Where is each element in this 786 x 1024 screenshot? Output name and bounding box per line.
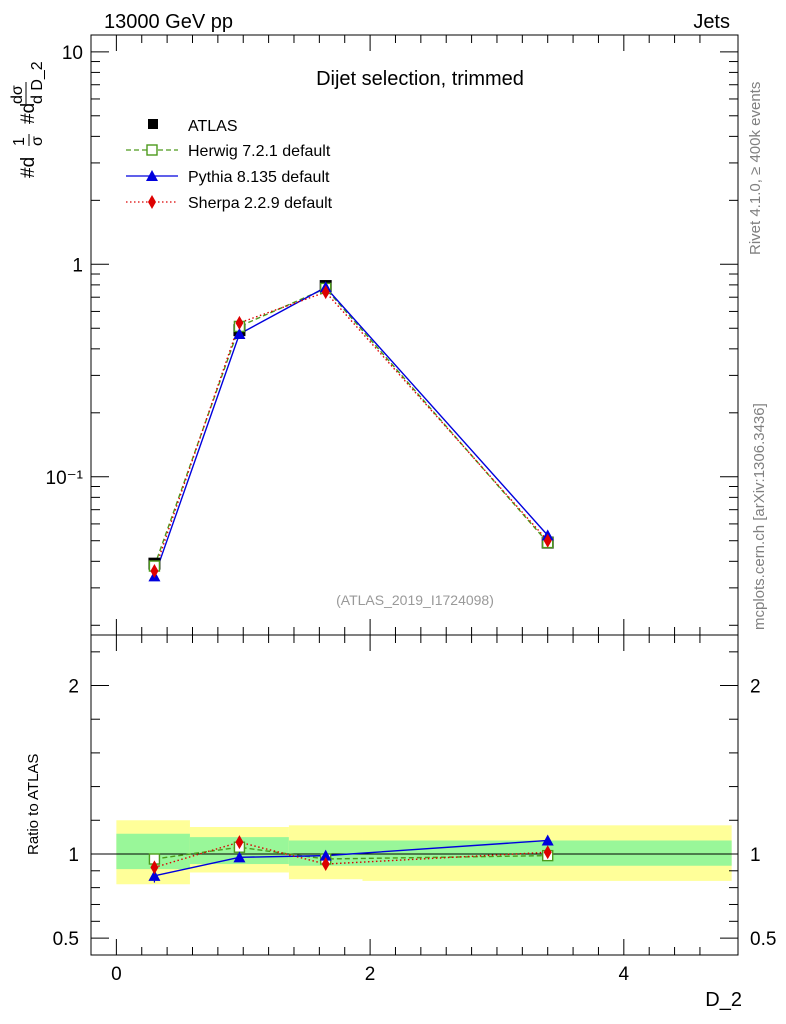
collision-label: 13000 GeV pp <box>104 11 233 33</box>
main-line-pythia <box>153 286 549 577</box>
legend-label-herwig: Herwig 7.2.1 default <box>188 143 331 160</box>
ratio-point-sherpa <box>321 857 330 872</box>
main-point-pythia <box>233 327 246 339</box>
x-tick-label: 4 <box>619 964 630 985</box>
ratio-point-sherpa <box>543 845 552 860</box>
legend-marker-pythia <box>146 170 158 181</box>
ratio-panel: 0.5 0.5 1 1 2 2 0 2 4 Ratio to ATLAS D_2 <box>25 634 777 1011</box>
ratio-point-sherpa <box>150 860 159 875</box>
legend-entry-atlas: ATLAS <box>148 118 238 135</box>
main-tick-labels: 10 1 10⁻¹ <box>46 43 84 489</box>
main-line-herwig <box>153 287 549 567</box>
main-series <box>148 280 554 582</box>
ratio-tick-labels: 0.5 0.5 1 1 2 2 0 2 4 <box>53 677 777 985</box>
legend-entry-herwig: Herwig 7.2.1 default <box>126 143 331 160</box>
svg-text:σ: σ <box>29 136 46 146</box>
legend-entry-pythia: Pythia 8.135 default <box>126 169 330 186</box>
main-y-tick-label: 10⁻¹ <box>46 468 84 489</box>
chart-title: Dijet selection, trimmed <box>316 68 524 90</box>
ratio-point-pythia <box>541 834 554 846</box>
ratio-point-pythia <box>233 851 246 863</box>
main-y-tick-label: 10 <box>62 43 83 64</box>
ratio-y-tick-label: 1 <box>68 845 79 866</box>
ratio-series <box>148 834 554 883</box>
x-tick-label: 2 <box>365 964 376 985</box>
legend-entry-sherpa: Sherpa 2.2.9 default <box>126 195 333 212</box>
main-panel: 10 1 10⁻¹ Dijet selection, trimmed (ATLAS_… <box>46 34 739 636</box>
ratio-point-sherpa <box>235 835 244 850</box>
legend-marker-atlas <box>148 119 158 129</box>
ratio-y-tick-label: 2 <box>750 677 761 698</box>
legend-label-pythia: Pythia 8.135 default <box>188 169 330 186</box>
mcplots-label: mcplots.cern.ch [arXiv:1306.3436] <box>751 403 768 630</box>
analysis-tag: (ATLAS_2019_I1724098) <box>336 592 494 608</box>
x-axis-label: D_2 <box>705 989 742 1011</box>
legend-marker-sherpa <box>148 195 156 209</box>
ratio-point-pythia <box>148 869 161 881</box>
svg-text:d D_2: d D_2 <box>29 61 46 104</box>
ratio-axis-ticks <box>91 635 738 955</box>
svg-text:1: 1 <box>11 137 28 146</box>
main-point-sherpa <box>235 315 244 330</box>
rivet-label: Rivet 4.1.0, ≥ 400k events <box>747 82 764 255</box>
ratio-line-sherpa <box>154 841 548 869</box>
legend-label-sherpa: Sherpa 2.2.9 default <box>188 195 333 212</box>
ratio-point-pythia <box>319 849 332 861</box>
category-label: Jets <box>693 11 730 33</box>
svg-text:dσ: dσ <box>9 85 26 104</box>
main-point-sherpa <box>150 564 159 579</box>
svg-text:#d: #d <box>18 157 39 178</box>
main-point-sherpa <box>543 533 552 548</box>
legend-label-atlas: ATLAS <box>188 118 238 135</box>
svg-text:#d: #d <box>18 103 39 124</box>
ratio-uncertainty-bands <box>116 820 732 885</box>
ratio-frame <box>90 634 739 956</box>
main-line-sherpa <box>153 291 549 572</box>
main-point-sherpa <box>321 285 330 300</box>
main-axis-ticks <box>91 35 738 635</box>
ratio-y-tick-label: 1 <box>750 845 761 866</box>
ratio-y-tick-label: 2 <box>68 677 79 698</box>
main-y-axis-label: #d 1 σ #d dσ d D_2 <box>9 61 46 178</box>
ratio-line-pythia <box>154 839 548 877</box>
ratio-y-tick-label: 0.5 <box>750 929 776 950</box>
legend-marker-herwig <box>146 144 158 156</box>
ratio-y-tick-label: 0.5 <box>53 929 79 950</box>
legend: ATLAS Herwig 7.2.1 default Pythia 8.135 … <box>126 118 333 212</box>
main-y-tick-label: 1 <box>72 255 83 276</box>
x-tick-label: 0 <box>111 964 122 985</box>
ratio-y-axis-label: Ratio to ATLAS <box>25 754 42 855</box>
